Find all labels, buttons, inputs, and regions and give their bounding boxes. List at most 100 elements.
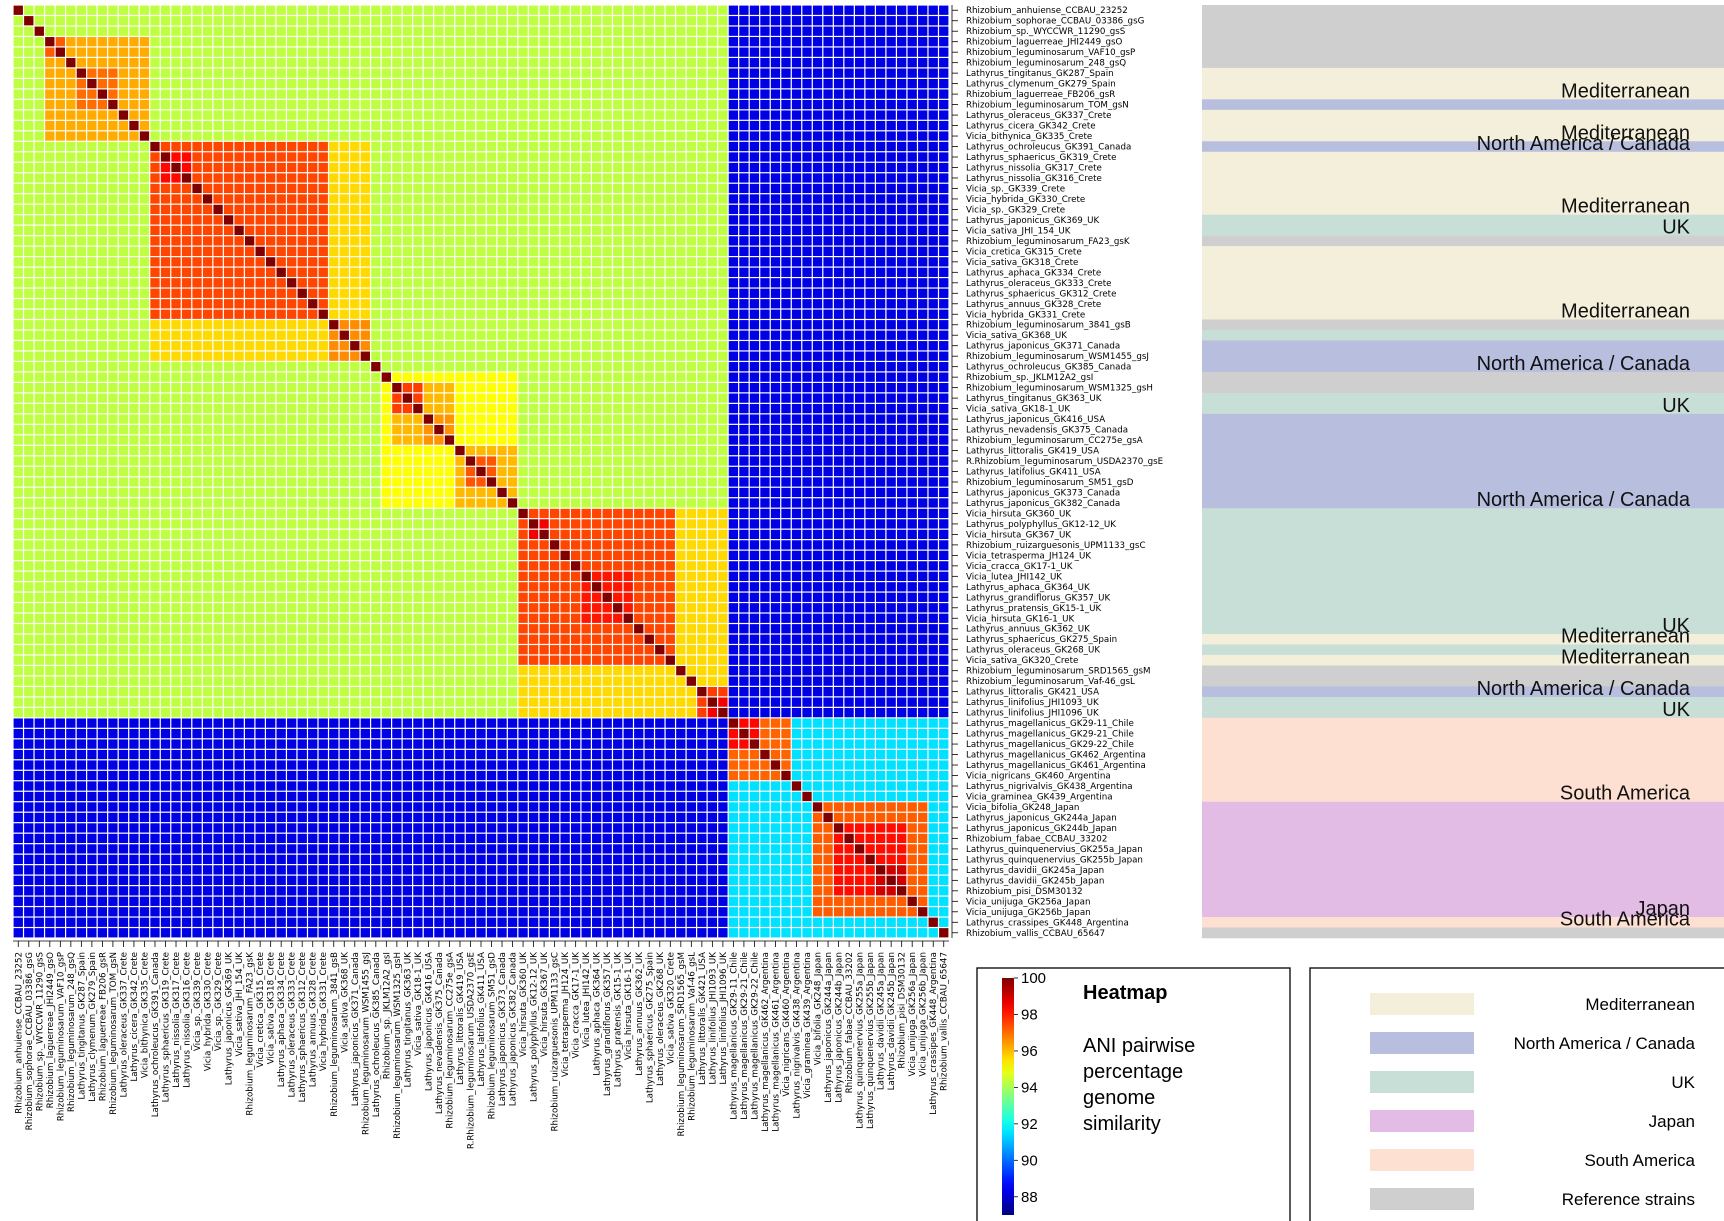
heatmap-cell xyxy=(308,582,318,592)
heatmap-cell xyxy=(770,403,781,414)
heatmap-cell xyxy=(402,571,413,581)
heatmap-cell xyxy=(697,47,707,57)
heatmap-cell xyxy=(381,110,392,120)
heatmap-cell xyxy=(455,120,465,131)
heatmap-cell xyxy=(823,78,833,89)
heatmap-cell xyxy=(276,37,286,47)
heatmap-cell xyxy=(150,320,160,330)
heatmap-cell xyxy=(434,246,444,256)
heatmap-cell xyxy=(823,110,833,120)
heatmap-cell xyxy=(728,393,739,403)
heatmap-cell xyxy=(371,550,381,560)
heatmap-cell xyxy=(350,204,360,215)
heatmap-cell xyxy=(66,267,76,277)
heatmap-cell xyxy=(297,16,307,26)
heatmap-cell xyxy=(329,477,339,487)
heatmap-cell xyxy=(686,309,696,319)
heatmap-cell xyxy=(244,529,255,540)
heatmap-cell xyxy=(928,58,938,68)
heatmap-cell xyxy=(833,477,844,487)
heatmap-cell xyxy=(76,68,87,78)
heatmap-cell xyxy=(34,582,44,592)
heatmap-cell xyxy=(592,320,602,330)
heatmap-cell xyxy=(276,414,286,424)
heatmap-cell xyxy=(707,414,718,424)
heatmap-cell xyxy=(139,403,150,414)
heatmap-cell xyxy=(592,582,602,592)
heatmap-cell xyxy=(202,141,213,152)
heatmap-cell xyxy=(45,456,55,466)
heatmap-cell xyxy=(560,309,570,319)
heatmap-cell xyxy=(739,550,749,560)
heatmap-cell xyxy=(108,68,118,78)
heatmap-cell xyxy=(718,550,728,560)
heatmap-cell xyxy=(865,519,875,529)
heatmap-cell xyxy=(76,131,87,141)
heatmap-cell xyxy=(244,162,255,173)
heatmap-cell xyxy=(570,204,581,215)
heatmap-cell xyxy=(297,540,307,550)
heatmap-cell xyxy=(381,487,392,498)
heatmap-cell xyxy=(770,26,781,36)
heatmap-cell xyxy=(392,89,402,99)
heatmap-cell xyxy=(770,278,781,288)
heatmap-cell xyxy=(76,299,87,309)
heatmap-cell xyxy=(497,372,507,382)
heatmap-cell xyxy=(865,403,875,414)
heatmap-cell xyxy=(812,393,823,403)
heatmap-cell xyxy=(297,445,307,456)
heatmap-cell xyxy=(897,288,907,298)
heatmap-cell xyxy=(939,120,949,131)
heatmap-cell xyxy=(181,173,192,183)
heatmap-cell xyxy=(592,540,602,550)
heatmap-cell xyxy=(213,456,223,466)
heatmap-cell xyxy=(854,162,865,173)
heatmap-cell xyxy=(455,414,465,424)
heatmap-cell xyxy=(539,131,549,141)
heatmap-cell xyxy=(486,183,497,194)
heatmap-cell xyxy=(24,456,34,466)
heatmap-cell xyxy=(854,393,865,403)
heatmap-cell xyxy=(255,110,265,120)
heatmap-cell xyxy=(718,372,728,382)
heatmap-cell xyxy=(150,152,160,162)
heatmap-cell xyxy=(129,529,139,540)
heatmap-cell xyxy=(308,78,318,89)
heatmap-cell xyxy=(665,89,675,99)
heatmap-cell xyxy=(24,225,34,236)
heatmap-cell xyxy=(181,487,192,498)
heatmap-cell xyxy=(223,362,234,372)
heatmap-cell xyxy=(202,330,213,340)
heatmap-cell xyxy=(181,131,192,141)
heatmap-cell xyxy=(623,183,633,194)
heatmap-cell xyxy=(392,37,402,47)
heatmap-cell xyxy=(24,519,34,529)
heatmap-cell xyxy=(360,561,370,571)
heatmap-cell xyxy=(570,540,581,550)
heatmap-cell xyxy=(749,330,760,340)
heatmap-cell xyxy=(24,466,34,477)
heatmap-cell xyxy=(444,466,455,477)
heatmap-cell xyxy=(329,561,339,571)
heatmap-cell xyxy=(413,204,423,215)
heatmap-cell xyxy=(66,58,76,68)
heatmap-cell xyxy=(150,540,160,550)
heatmap-cell xyxy=(266,131,276,141)
heatmap-cell xyxy=(749,362,760,372)
heatmap-cell xyxy=(623,351,633,361)
heatmap-cell xyxy=(665,477,675,487)
heatmap-cell xyxy=(255,320,265,330)
heatmap-cell xyxy=(802,78,812,89)
heatmap-cell xyxy=(150,424,160,435)
heatmap-cell xyxy=(255,466,265,477)
heatmap-cell xyxy=(581,582,591,592)
heatmap-cell xyxy=(287,37,297,47)
heatmap-cell xyxy=(886,16,896,26)
heatmap-cell xyxy=(865,414,875,424)
heatmap-cell xyxy=(192,110,202,120)
heatmap-cell xyxy=(139,78,150,89)
heatmap-cell xyxy=(791,393,802,403)
heatmap-cell xyxy=(802,5,812,15)
heatmap-cell xyxy=(24,571,34,581)
heatmap-cell xyxy=(381,215,392,225)
